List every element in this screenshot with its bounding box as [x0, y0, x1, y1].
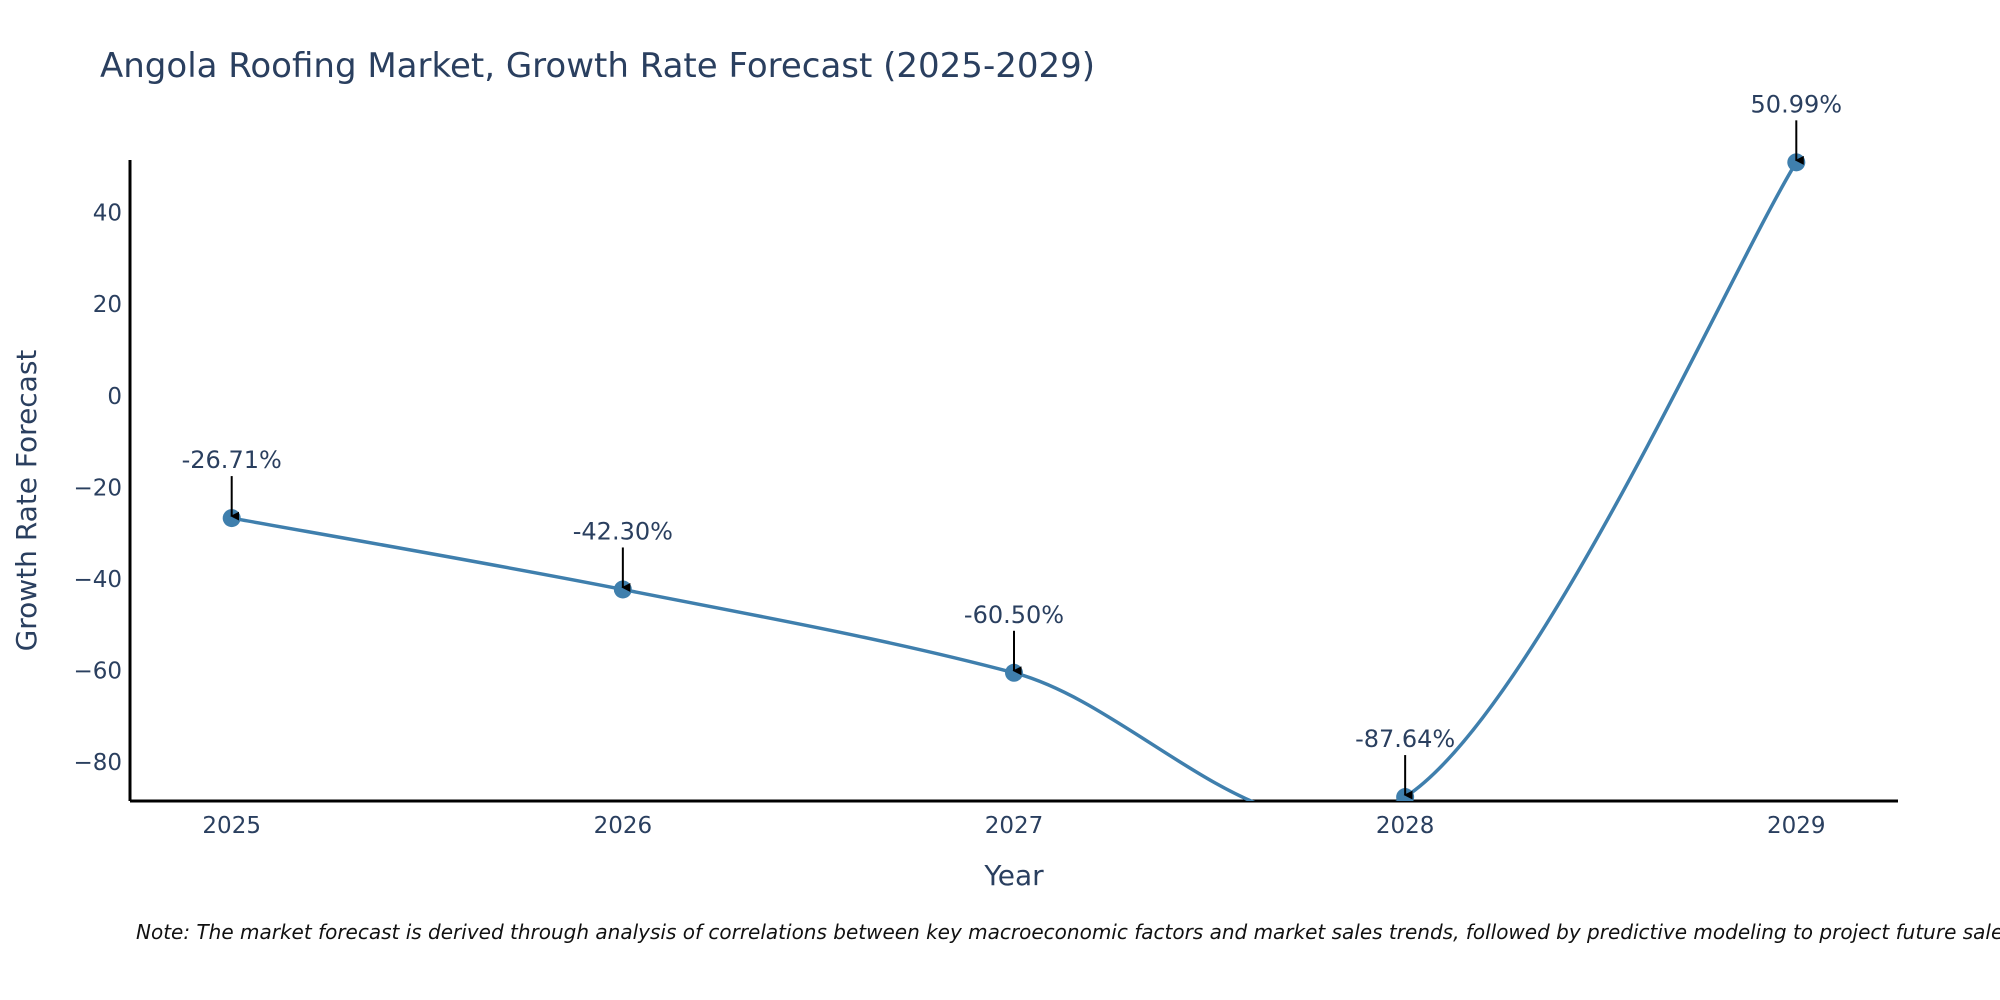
data-label: -26.71% [182, 446, 282, 474]
x-tick-label: 2028 [1376, 813, 1435, 839]
y-tick-label: −60 [73, 659, 122, 685]
chart-note: Note: The market forecast is derived thr… [136, 920, 2000, 944]
y-tick-label: −80 [73, 750, 122, 776]
series-line [231, 161, 1798, 801]
series-growth-rate [222, 153, 1806, 801]
y-tick-label: 0 [107, 384, 122, 410]
x-tick-label: 2026 [594, 813, 653, 839]
y-tick-label: −40 [73, 567, 122, 593]
data-label: -87.64% [1355, 725, 1455, 753]
data-label: -60.50% [964, 601, 1064, 629]
axes [128, 160, 1898, 803]
x-axis-title: Year [983, 859, 1044, 892]
y-tick-label: 40 [93, 201, 122, 227]
y-tick-label: 20 [93, 292, 122, 318]
data-label: -42.30% [573, 517, 673, 545]
tick-labels: 40 20 0 −20 −40 −60 −80 2025 2026 2027 2028 2029 [73, 201, 1825, 839]
data-labels: -26.71% -42.30% -60.50% -87.64% 50.99% [182, 90, 1843, 800]
chart-title: Angola Roofing Market, Growth Rate Forec… [100, 46, 1095, 86]
x-tick-label: 2025 [202, 813, 261, 839]
x-tick-label: 2029 [1767, 813, 1826, 839]
y-tick-label: −20 [73, 475, 122, 501]
data-label: 50.99% [1751, 90, 1843, 118]
x-tick-label: 2027 [985, 813, 1044, 839]
y-axis-title: Growth Rate Forecast [10, 350, 43, 652]
